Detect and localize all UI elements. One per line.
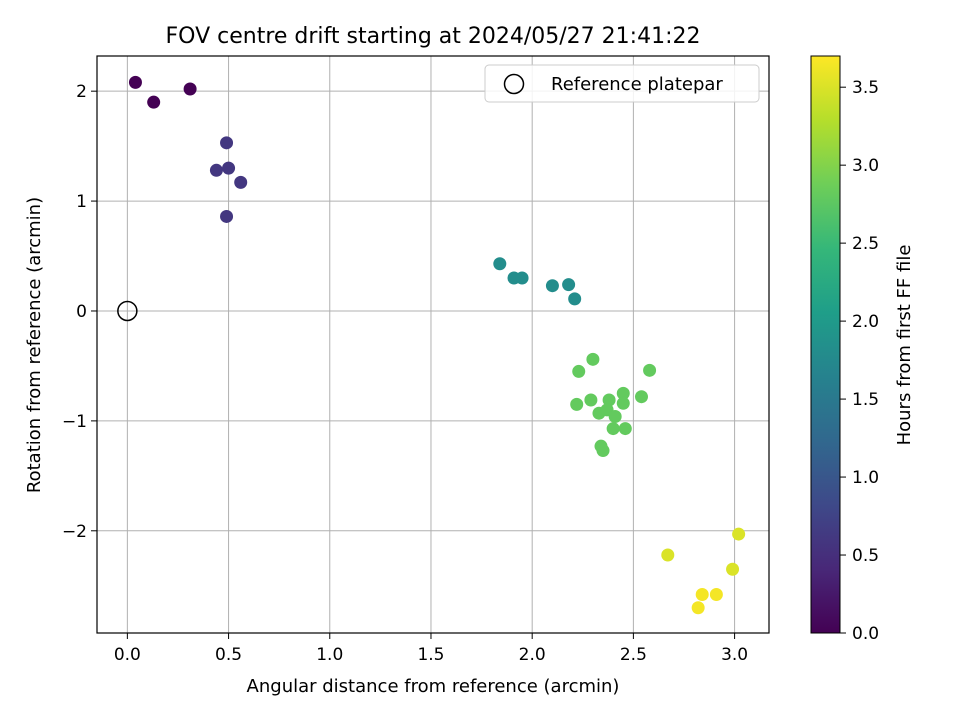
y-tick-label: 2 <box>76 82 87 102</box>
data-points <box>117 75 746 615</box>
colorbar-label: Hours from first FF file <box>894 245 915 446</box>
x-axis-label: Angular distance from reference (arcmin) <box>247 676 620 697</box>
colorbar-tick-label: 0.5 <box>852 546 879 566</box>
colorbar-tick-label: 3.0 <box>852 156 879 176</box>
y-tick-label: 1 <box>76 192 87 212</box>
colorbar-tick-label: 3.5 <box>852 78 879 98</box>
data-point <box>618 422 632 436</box>
data-point <box>608 409 622 423</box>
colorbar-tick-label: 1.5 <box>852 390 879 410</box>
data-point <box>570 397 584 411</box>
data-point <box>222 161 236 175</box>
data-point <box>634 390 648 404</box>
y-tick-label: 0 <box>76 302 87 322</box>
data-point <box>726 562 740 576</box>
x-axis-ticks: 0.0 0.5 1.0 1.5 2.0 2.5 3.0 <box>114 633 748 665</box>
colorbar: 0.0 0.5 1.0 1.5 2.0 2.5 3.0 3.5 Hours from firs… <box>810 55 915 644</box>
x-tick-label: 1.0 <box>316 645 343 665</box>
data-point <box>562 278 576 292</box>
y-tick-label: −2 <box>62 522 87 542</box>
colorbar-tick-label: 2.5 <box>852 234 879 254</box>
data-point <box>220 209 234 223</box>
x-tick-label: 0.5 <box>215 645 242 665</box>
data-point <box>695 588 709 602</box>
data-point <box>234 175 248 189</box>
legend-box <box>484 64 760 103</box>
y-axis-ticks: −2 −1 0 1 2 <box>62 82 97 542</box>
data-point <box>616 396 630 410</box>
colorbar-tick-label: 0.0 <box>852 624 879 644</box>
data-point <box>596 444 610 458</box>
chart-title: FOV centre drift starting at 2024/05/27 … <box>166 24 701 49</box>
data-point <box>616 386 630 400</box>
data-point <box>606 422 620 436</box>
data-point <box>691 601 705 615</box>
data-point <box>209 163 223 177</box>
data-point <box>545 279 559 293</box>
plot-frame <box>96 55 770 634</box>
reference-platepar-marker <box>117 300 138 322</box>
data-point <box>147 95 161 109</box>
data-point <box>493 257 507 271</box>
y-axis-label: Rotation from reference (arcmin) <box>24 197 45 493</box>
data-point <box>732 527 746 541</box>
x-tick-label: 2.0 <box>519 645 546 665</box>
data-point <box>515 271 529 285</box>
colorbar-ticks: 0.0 0.5 1.0 1.5 2.0 2.5 3.0 3.5 <box>840 78 879 644</box>
legend-marker-icon <box>503 73 525 95</box>
colorbar-gradient <box>810 55 841 634</box>
data-point <box>661 548 675 562</box>
colorbar-tick-label: 1.0 <box>852 468 879 488</box>
data-point <box>602 393 616 407</box>
data-point <box>220 136 234 150</box>
y-tick-label: −1 <box>62 412 87 432</box>
colorbar-tick-label: 2.0 <box>852 312 879 332</box>
data-point <box>572 364 586 378</box>
legend: Reference platepar <box>484 64 760 103</box>
data-point <box>128 75 142 89</box>
x-tick-label: 2.5 <box>620 645 647 665</box>
x-tick-label: 0.0 <box>114 645 141 665</box>
data-point <box>183 82 197 96</box>
data-point <box>709 588 723 602</box>
data-point <box>568 292 582 306</box>
grid-lines <box>97 56 769 633</box>
data-point <box>586 352 600 366</box>
data-point <box>643 363 657 377</box>
data-point <box>584 393 598 407</box>
x-tick-label: 3.0 <box>721 645 748 665</box>
legend-label: Reference platepar <box>551 74 723 95</box>
x-tick-label: 1.5 <box>417 645 444 665</box>
